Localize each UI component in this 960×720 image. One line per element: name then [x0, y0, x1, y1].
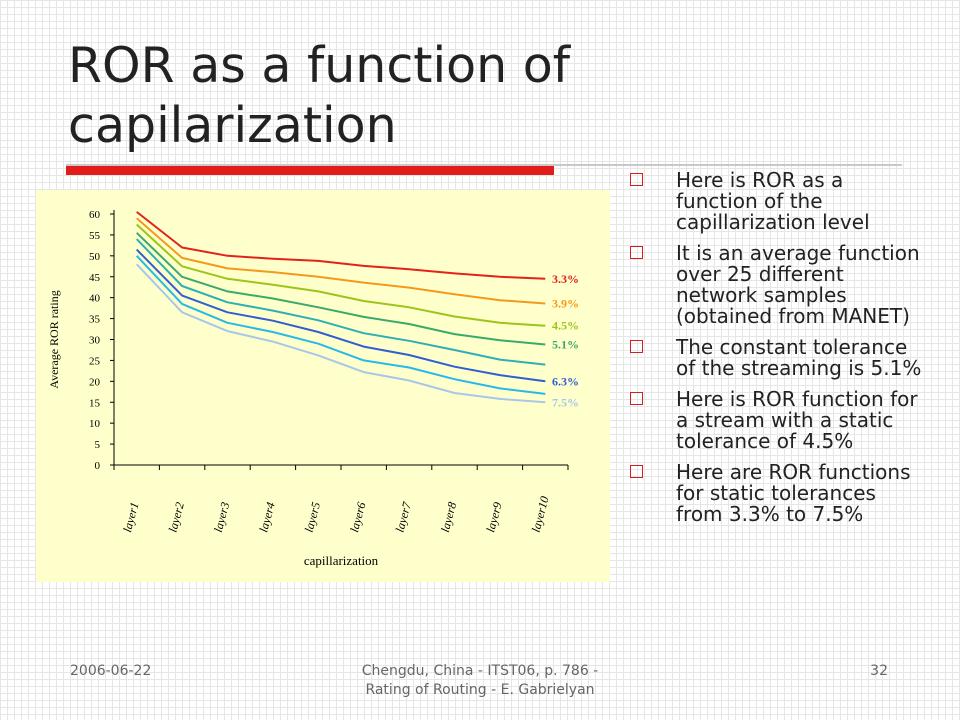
bullet-text: Here is ROR as a function of the capilla…: [676, 168, 870, 234]
square-bullet-icon: [630, 465, 643, 478]
y-tick-label: 45: [89, 272, 101, 284]
square-bullet-icon: [630, 340, 643, 353]
series-line: [136, 211, 546, 280]
footer-date: 2006-06-22: [70, 663, 152, 679]
y-tick-label: 60: [89, 209, 101, 221]
title-accent-bar: [66, 166, 554, 175]
series-line: [136, 223, 546, 327]
y-tick-label: 5: [95, 439, 101, 451]
y-tick-label: 30: [89, 335, 101, 347]
y-tick-label: 50: [89, 251, 101, 263]
x-tick-label: layer3: [211, 501, 232, 534]
footer-citation-line: Chengdu, China - ITST06, p. 786 -: [361, 663, 599, 679]
y-tick-label: 0: [95, 460, 101, 472]
x-tick-label: layer2: [165, 501, 186, 534]
x-tick-label: layer9: [483, 501, 504, 534]
series-line: [135, 248, 546, 383]
series-label: 4.5%: [552, 319, 579, 333]
bullet-item: The constant tolerance of the streaming …: [628, 337, 928, 379]
x-tick-label: layer10: [529, 495, 552, 534]
x-tick-label: layer6: [347, 501, 368, 534]
bullet-item: Here are ROR functions for static tolera…: [628, 462, 928, 525]
y-tick-label: 40: [89, 293, 101, 305]
series-line: [136, 232, 546, 346]
slide-title: ROR as a function of capilarization: [68, 37, 570, 154]
y-tick-label: 20: [89, 376, 101, 388]
y-tick-label: 10: [89, 418, 101, 430]
y-tick-label: 25: [89, 355, 101, 367]
series-line: [135, 255, 546, 395]
y-tick-label: 15: [89, 397, 101, 409]
footer-citation-line: Rating of Routing - E. Gabrielyan: [365, 682, 595, 698]
y-axis-title: Average ROR rating: [47, 290, 61, 388]
series-line: [135, 263, 546, 404]
series-label: 3.9%: [552, 297, 579, 311]
line-chart: 0 5 10 15 20 25 30 35 40 45 50 55 60 layer1 layer2 laye…: [47, 209, 579, 568]
footer-citation: Chengdu, China - ITST06, p. 786 - Rating…: [320, 662, 640, 700]
y-tick-label: 35: [89, 314, 101, 326]
x-tick-label: layer8: [438, 501, 459, 534]
bullet-text: Here are ROR functions for static tolera…: [676, 460, 911, 526]
bullet-text: The constant tolerance of the streaming …: [676, 335, 922, 380]
square-bullet-icon: [630, 173, 643, 186]
x-tick-label: layer4: [256, 501, 277, 534]
series-label: 7.5%: [552, 395, 579, 409]
series-label: 3.3%: [552, 272, 579, 286]
series-label: 5.1%: [552, 338, 579, 352]
x-tick-label: layer1: [120, 501, 141, 534]
x-axis-title: capillarization: [304, 553, 379, 568]
series-label: 6.3%: [552, 374, 579, 388]
y-tick-label: 55: [89, 230, 101, 242]
bullet-list: Here is ROR as a function of the capilla…: [628, 170, 928, 535]
bullet-item: Here is ROR function for a stream with a…: [628, 389, 928, 452]
bullet-item: It is an average function over 25 differ…: [628, 243, 928, 327]
bullet-text: It is an average function over 25 differ…: [676, 241, 920, 328]
square-bullet-icon: [630, 392, 643, 405]
series-line: [136, 217, 546, 305]
x-tick-label: layer5: [302, 501, 323, 534]
title-divider: [66, 164, 902, 166]
x-tick-label: layer7: [392, 500, 414, 534]
series-line: [135, 238, 546, 366]
chart-panel: 0 5 10 15 20 25 30 35 40 45 50 55 60 layer1 layer2 laye…: [36, 190, 610, 582]
footer-page-number: 32: [870, 663, 888, 679]
bullet-text: Here is ROR function for a stream with a…: [676, 387, 918, 453]
bullet-item: Here is ROR as a function of the capilla…: [628, 170, 928, 233]
square-bullet-icon: [630, 246, 643, 259]
